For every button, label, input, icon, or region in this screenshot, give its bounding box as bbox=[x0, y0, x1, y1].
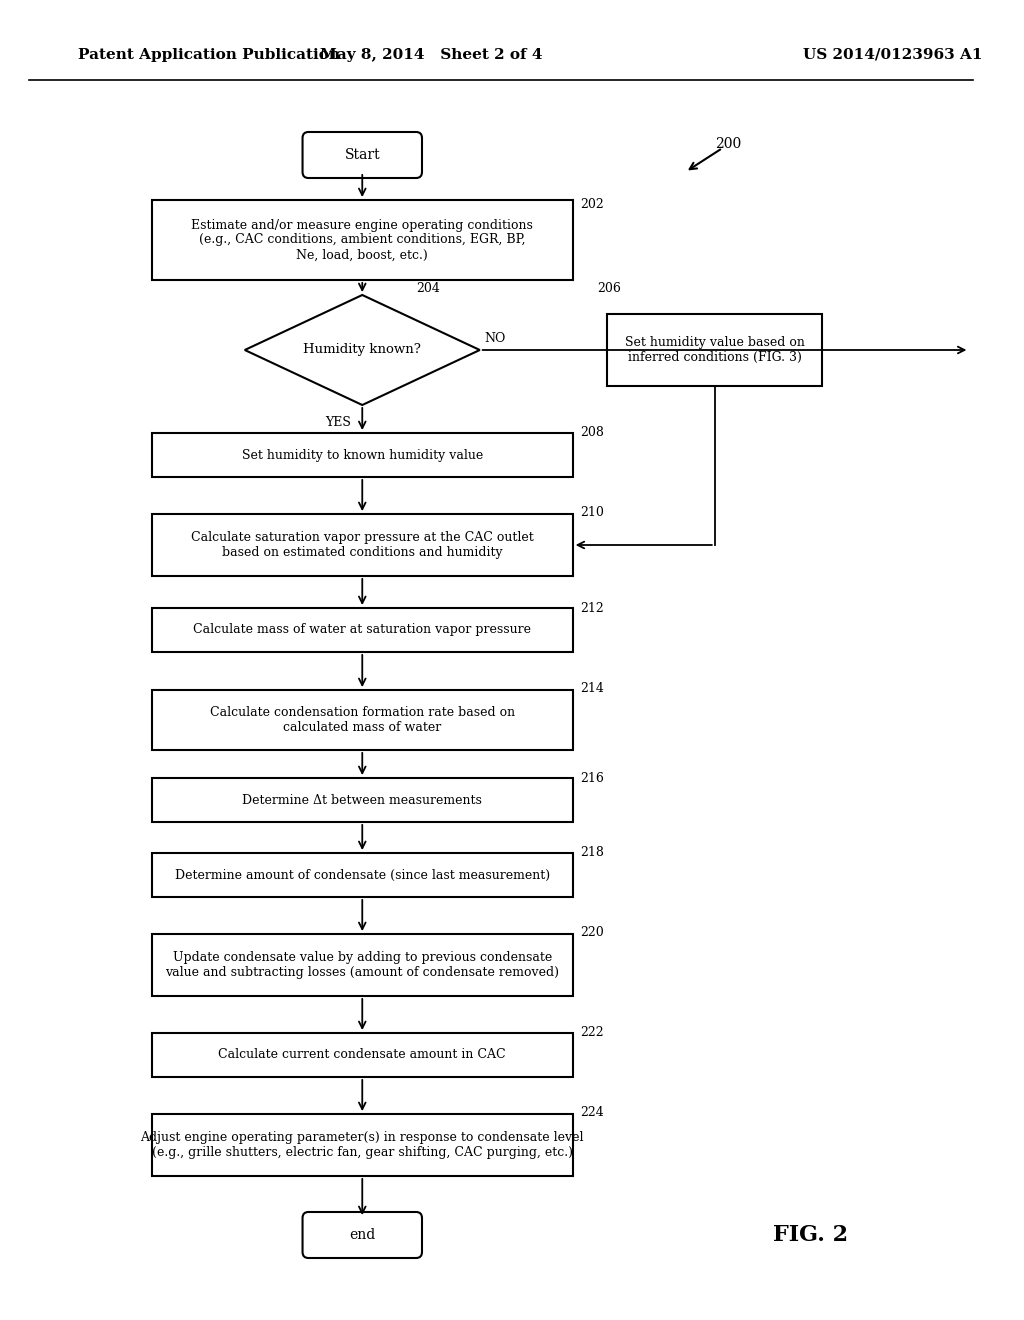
FancyBboxPatch shape bbox=[152, 777, 572, 822]
FancyBboxPatch shape bbox=[302, 132, 422, 178]
FancyBboxPatch shape bbox=[302, 1212, 422, 1258]
FancyBboxPatch shape bbox=[152, 433, 572, 477]
Text: 218: 218 bbox=[581, 846, 604, 859]
Text: 200: 200 bbox=[715, 137, 741, 150]
Text: 220: 220 bbox=[581, 927, 604, 940]
Text: end: end bbox=[349, 1228, 376, 1242]
Text: May 8, 2014   Sheet 2 of 4: May 8, 2014 Sheet 2 of 4 bbox=[319, 48, 542, 62]
Polygon shape bbox=[245, 294, 480, 405]
Text: NO: NO bbox=[484, 331, 506, 345]
FancyBboxPatch shape bbox=[152, 201, 572, 280]
Text: Update condensate value by adding to previous condensate
value and subtracting l: Update condensate value by adding to pre… bbox=[165, 950, 559, 979]
Text: Humidity known?: Humidity known? bbox=[303, 343, 421, 356]
Text: Calculate saturation vapor pressure at the CAC outlet
based on estimated conditi: Calculate saturation vapor pressure at t… bbox=[190, 531, 534, 558]
Text: Determine Δt between measurements: Determine Δt between measurements bbox=[243, 793, 482, 807]
Text: US 2014/0123963 A1: US 2014/0123963 A1 bbox=[803, 48, 982, 62]
FancyBboxPatch shape bbox=[152, 1114, 572, 1176]
FancyBboxPatch shape bbox=[152, 935, 572, 997]
Text: 224: 224 bbox=[581, 1106, 604, 1119]
Text: 202: 202 bbox=[581, 198, 604, 211]
Text: FIG. 2: FIG. 2 bbox=[773, 1224, 849, 1246]
Text: 210: 210 bbox=[581, 507, 604, 520]
Text: Set humidity value based on
inferred conditions (FIG. 3): Set humidity value based on inferred con… bbox=[625, 337, 805, 364]
Text: Calculate current condensate amount in CAC: Calculate current condensate amount in C… bbox=[218, 1048, 506, 1061]
Text: Patent Application Publication: Patent Application Publication bbox=[78, 48, 340, 62]
Text: 216: 216 bbox=[581, 771, 604, 784]
Text: YES: YES bbox=[325, 417, 351, 429]
Text: 204: 204 bbox=[416, 281, 440, 294]
Text: 212: 212 bbox=[581, 602, 604, 615]
Text: Estimate and/or measure engine operating conditions
(e.g., CAC conditions, ambie: Estimate and/or measure engine operating… bbox=[191, 219, 534, 261]
FancyBboxPatch shape bbox=[152, 853, 572, 898]
Text: Calculate mass of water at saturation vapor pressure: Calculate mass of water at saturation va… bbox=[194, 623, 531, 636]
FancyBboxPatch shape bbox=[607, 314, 822, 385]
FancyBboxPatch shape bbox=[152, 1034, 572, 1077]
Text: 222: 222 bbox=[581, 1027, 604, 1040]
Text: 206: 206 bbox=[597, 281, 622, 294]
Text: Adjust engine operating parameter(s) in response to condensate level
(e.g., gril: Adjust engine operating parameter(s) in … bbox=[140, 1131, 584, 1159]
Text: Start: Start bbox=[344, 148, 380, 162]
Text: 208: 208 bbox=[581, 426, 604, 440]
Text: Determine amount of condensate (since last measurement): Determine amount of condensate (since la… bbox=[175, 869, 550, 882]
FancyBboxPatch shape bbox=[152, 690, 572, 750]
FancyBboxPatch shape bbox=[152, 609, 572, 652]
Text: Calculate condensation formation rate based on
calculated mass of water: Calculate condensation formation rate ba… bbox=[210, 706, 515, 734]
Text: Set humidity to known humidity value: Set humidity to known humidity value bbox=[242, 449, 483, 462]
Text: 214: 214 bbox=[581, 681, 604, 694]
FancyBboxPatch shape bbox=[152, 513, 572, 576]
